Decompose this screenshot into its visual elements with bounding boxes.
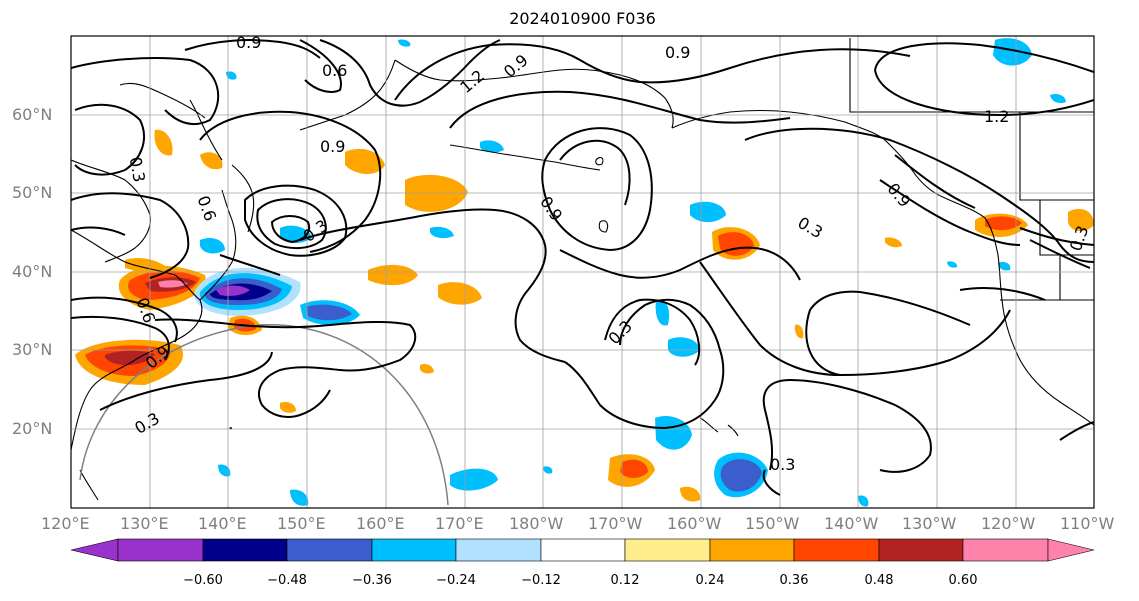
colorbar-cell bbox=[117, 538, 204, 562]
colorbar-tick-label: −0.48 bbox=[267, 573, 307, 588]
colorbar-tick-label: −0.60 bbox=[183, 573, 223, 588]
colorbar-cell bbox=[371, 538, 457, 562]
contour-label: 0.3 bbox=[126, 155, 149, 183]
lon-label: 140°W bbox=[824, 514, 879, 533]
colorbar-extend-left bbox=[70, 538, 119, 562]
colorbar-cell bbox=[793, 538, 880, 562]
lat-label: 50°N bbox=[12, 183, 53, 202]
grey-circle bbox=[79, 324, 449, 506]
contour-label: 0.6 bbox=[322, 61, 347, 80]
contour-label: 1.2 bbox=[984, 107, 1009, 126]
colorbar-cell bbox=[455, 538, 542, 562]
lat-label: 20°N bbox=[12, 419, 53, 438]
lon-label: 140°E bbox=[198, 514, 247, 533]
lon-label: 130°W bbox=[902, 514, 957, 533]
plot-title: 2024010900 F036 bbox=[509, 9, 656, 28]
coastline-layer bbox=[71, 38, 1094, 501]
contour-label: 0.3 bbox=[770, 455, 795, 474]
colorbar bbox=[70, 538, 1095, 562]
lat-label: 60°N bbox=[12, 105, 53, 124]
lon-label: 120°E bbox=[41, 514, 90, 533]
lon-label: 150°W bbox=[745, 514, 800, 533]
contour-label: 0.9 bbox=[665, 43, 690, 62]
colorbar-extend-right bbox=[1047, 538, 1095, 562]
lon-label: 130°E bbox=[120, 514, 169, 533]
contour-label: 0.9 bbox=[236, 33, 261, 52]
colorbar-tick-label: −0.12 bbox=[521, 573, 561, 588]
colorbar-tick-label: 0.24 bbox=[695, 573, 725, 588]
lon-label: 150°E bbox=[277, 514, 326, 533]
plot-frame bbox=[70, 35, 1095, 509]
lon-label: 120°W bbox=[981, 514, 1036, 533]
colorbar-cell bbox=[540, 538, 626, 562]
lon-label: 110°W bbox=[1060, 514, 1115, 533]
colorbar-cell bbox=[286, 538, 373, 562]
colorbar-cell bbox=[709, 538, 795, 562]
colorbar-tick-label: 0.48 bbox=[864, 573, 894, 588]
lon-label: 170°E bbox=[435, 514, 484, 533]
lon-label: 180°W bbox=[509, 514, 564, 533]
colorbar-tick-label: 0.60 bbox=[948, 573, 978, 588]
colorbar-cell bbox=[202, 538, 288, 562]
lat-label: 40°N bbox=[12, 262, 53, 281]
colorbar-tick-label: −0.36 bbox=[352, 573, 392, 588]
lon-label: 170°W bbox=[588, 514, 643, 533]
colorbar-tick-label: 0.36 bbox=[779, 573, 809, 588]
colorbar-tick-label: 0.12 bbox=[610, 573, 640, 588]
contour-label: 0.9 bbox=[320, 137, 345, 156]
colorbar-tick-label: −0.24 bbox=[436, 573, 476, 588]
lat-label: 30°N bbox=[12, 340, 53, 359]
lon-label: 160°W bbox=[667, 514, 722, 533]
colorbar-cell bbox=[878, 538, 964, 562]
colorbar-cell bbox=[624, 538, 711, 562]
lon-label: 160°E bbox=[356, 514, 405, 533]
colorbar-cell bbox=[962, 538, 1049, 562]
shading-layer bbox=[75, 38, 1094, 507]
contour-layer bbox=[71, 39, 1094, 496]
